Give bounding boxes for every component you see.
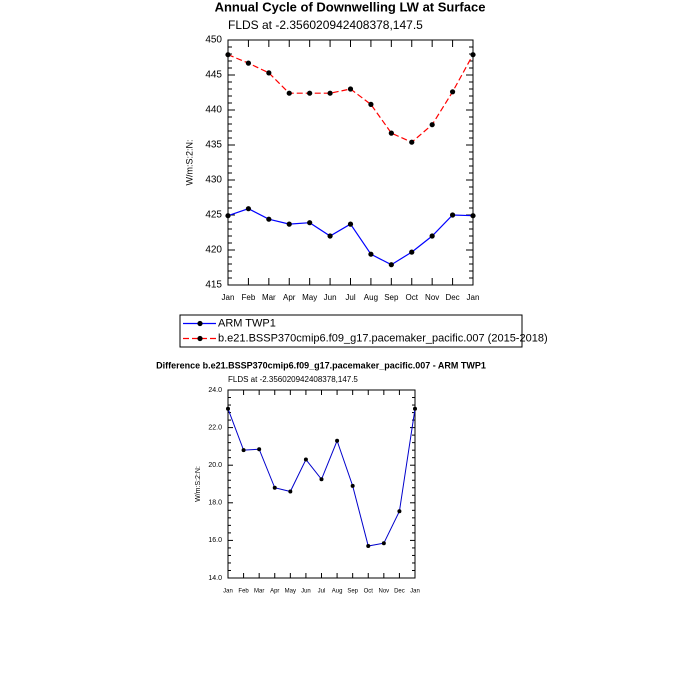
data-point <box>286 221 292 227</box>
legend-marker <box>197 335 203 342</box>
data-point <box>226 406 230 411</box>
data-point <box>327 90 333 96</box>
legend-box <box>179 314 523 348</box>
data-point <box>449 212 456 218</box>
x-tick-label: Jan <box>410 589 420 595</box>
data-point <box>319 477 324 482</box>
x-tick-label: Nov <box>425 293 439 302</box>
legend-label: ARM TWP1 <box>218 317 276 329</box>
data-point <box>368 101 374 107</box>
y-tick-label: 420 <box>205 245 222 256</box>
x-tick-label: Oct <box>364 589 374 595</box>
x-tick-label: Dec <box>394 589 405 595</box>
x-tick-label: Aug <box>364 293 378 302</box>
plot-frame <box>227 389 416 579</box>
x-tick-label: Mar <box>254 589 264 595</box>
data-point <box>470 52 476 58</box>
y-tick-label: 16.0 <box>208 537 222 544</box>
x-tick-label: Jun <box>324 293 337 302</box>
x-tick-label: Nov <box>378 589 389 595</box>
data-point <box>388 262 394 268</box>
data-point <box>286 90 292 96</box>
x-tick-label: Jan <box>223 589 233 595</box>
data-point <box>245 206 252 212</box>
x-tick-label: Jan <box>222 293 235 302</box>
x-tick-label: Dec <box>445 293 459 302</box>
y-tick-label: 18.0 <box>208 500 222 507</box>
data-point <box>429 233 435 239</box>
y-tick-label: 24.0 <box>208 387 222 394</box>
x-tick-label: Feb <box>242 293 256 302</box>
data-point <box>381 541 386 546</box>
y-tick-label: 430 <box>205 175 222 186</box>
legend-label: b.e21.BSSP370cmip6.f09_g17.pacemaker_pac… <box>218 332 548 344</box>
data-point <box>225 52 231 58</box>
x-tick-label: Sep <box>384 293 399 302</box>
data-point <box>288 489 293 494</box>
x-tick-label: May <box>302 293 317 302</box>
data-point <box>307 90 313 96</box>
y-tick-label: 20.0 <box>208 462 222 469</box>
chart-subtitle: FLDS at -2.356020942408378,147.5 <box>228 375 358 384</box>
y-tick-label: 415 <box>205 280 222 291</box>
x-tick-label: Apr <box>283 293 296 302</box>
data-point <box>225 213 231 219</box>
x-tick-label: Mar <box>262 293 276 302</box>
x-tick-label: Jul <box>345 293 355 302</box>
series-line <box>227 54 474 143</box>
x-tick-label: Jul <box>318 589 326 595</box>
x-tick-label: Feb <box>238 589 249 595</box>
data-point <box>470 213 476 219</box>
y-tick-label: 440 <box>205 105 222 116</box>
x-tick-label: Jun <box>301 589 311 595</box>
legend-marker <box>197 320 203 327</box>
data-point <box>409 249 415 255</box>
data-point <box>257 447 262 452</box>
y-tick-label: 425 <box>205 210 222 221</box>
y-tick-label: 435 <box>205 140 222 151</box>
data-point <box>429 122 435 128</box>
series-line <box>227 208 474 266</box>
chart-subtitle: FLDS at -2.356020942408378,147.5 <box>228 18 423 32</box>
data-point <box>327 233 333 239</box>
x-tick-label: Aug <box>332 589 343 595</box>
data-point <box>347 86 354 92</box>
x-tick-label: Jan <box>467 293 480 302</box>
data-point <box>241 448 246 453</box>
data-point <box>449 89 456 95</box>
data-point <box>347 221 354 227</box>
data-point <box>303 457 308 462</box>
x-tick-label: Apr <box>270 589 279 595</box>
data-point <box>397 509 402 514</box>
x-tick-label: Oct <box>406 293 419 302</box>
y-tick-label: 445 <box>205 70 222 81</box>
data-point <box>245 60 252 66</box>
chart-title: Annual Cycle of Downwelling LW at Surfac… <box>215 0 486 14</box>
y-tick-label: 450 <box>205 35 222 46</box>
data-point <box>366 544 371 549</box>
data-point <box>409 139 415 145</box>
x-tick-label: May <box>285 589 296 595</box>
data-point <box>335 438 340 443</box>
plot-frame <box>227 39 474 286</box>
data-point <box>266 216 272 222</box>
data-point <box>368 251 374 257</box>
data-point <box>307 220 313 226</box>
data-point <box>388 130 394 136</box>
data-point <box>413 406 417 411</box>
x-tick-label: Sep <box>347 589 358 595</box>
chart-title: Difference b.e21.BSSP370cmip6.f09_g17.pa… <box>156 360 486 370</box>
y-tick-label: 14.0 <box>208 575 222 582</box>
y-axis-label: W/m:S:2:N: <box>184 139 194 185</box>
data-point <box>272 485 277 490</box>
y-axis-label: W/m:S:2:N: <box>195 466 202 502</box>
data-point <box>350 483 355 488</box>
data-point <box>266 70 272 76</box>
y-tick-label: 22.0 <box>208 424 222 431</box>
